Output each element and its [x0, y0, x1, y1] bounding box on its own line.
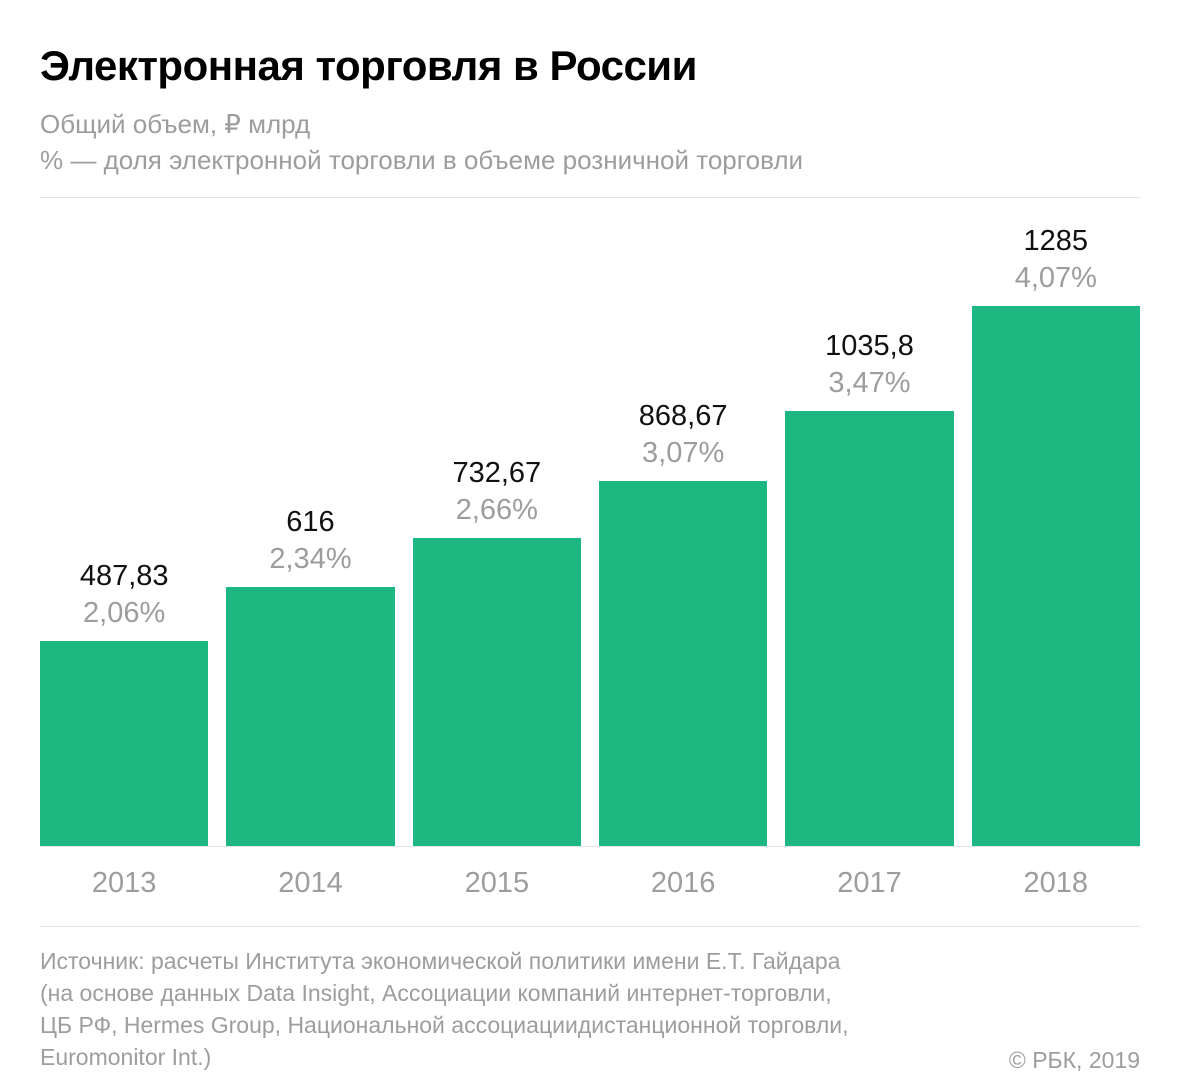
chart-baseline [40, 846, 1140, 847]
bar-label-group: 12854,07% [1015, 223, 1097, 296]
bar-percent-label: 4,07% [1015, 260, 1097, 296]
copyright-text: © РБК, 2019 [1009, 1047, 1140, 1074]
chart-top-border [40, 197, 1140, 198]
bar-value-label: 1285 [1015, 223, 1097, 259]
subtitle-line-2: % — доля электронной торговли в объеме р… [40, 142, 1140, 178]
bar-value-label: 487,83 [80, 558, 169, 594]
x-axis-label: 2014 [226, 867, 394, 900]
bar-label-group: 868,673,07% [639, 398, 728, 471]
bar-label-group: 487,832,06% [80, 558, 169, 631]
bar-slot: 12854,07% [972, 206, 1140, 846]
x-axis: 2013 2014 2015 2016 2017 2018 [40, 867, 1140, 900]
bar-value-label: 616 [269, 504, 351, 540]
bars-container: 487,832,06% 6162,34% 732,672,66% 868,673,07… [40, 206, 1140, 846]
bar-value-label: 732,67 [452, 455, 541, 491]
bar-rect [226, 587, 394, 846]
x-axis-label: 2015 [413, 867, 581, 900]
source-text: Источник: расчеты Института экономическо… [40, 945, 860, 1074]
bar-slot: 1035,83,47% [785, 206, 953, 846]
x-axis-label: 2017 [785, 867, 953, 900]
bar-percent-label: 2,06% [80, 595, 169, 631]
subtitle-line-1: Общий объем, ₽ млрд [40, 106, 1140, 142]
chart-title: Электронная торговля в России [40, 42, 1140, 90]
bar-chart: 487,832,06% 6162,34% 732,672,66% 868,673,07… [40, 206, 1140, 846]
bar-slot: 487,832,06% [40, 206, 208, 846]
bar-percent-label: 2,34% [269, 541, 351, 577]
footer-border [40, 926, 1140, 927]
bar-slot: 6162,34% [226, 206, 394, 846]
x-axis-label: 2016 [599, 867, 767, 900]
bar-percent-label: 3,47% [825, 365, 914, 401]
bar-rect [40, 641, 208, 846]
x-axis-label: 2018 [972, 867, 1140, 900]
bar-slot: 868,673,07% [599, 206, 767, 846]
bar-rect [785, 411, 953, 846]
bar-slot: 732,672,66% [413, 206, 581, 846]
bar-value-label: 868,67 [639, 398, 728, 434]
bar-label-group: 6162,34% [269, 504, 351, 577]
bar-percent-label: 2,66% [452, 492, 541, 528]
bar-rect [599, 481, 767, 846]
x-axis-label: 2013 [40, 867, 208, 900]
bar-label-group: 732,672,66% [452, 455, 541, 528]
chart-footer: Источник: расчеты Института экономическо… [40, 945, 1140, 1074]
bar-rect [413, 538, 581, 846]
bar-rect [972, 306, 1140, 846]
bar-value-label: 1035,8 [825, 328, 914, 364]
bar-label-group: 1035,83,47% [825, 328, 914, 401]
bar-percent-label: 3,07% [639, 435, 728, 471]
chart-subtitle: Общий объем, ₽ млрд % — доля электронной… [40, 106, 1140, 179]
